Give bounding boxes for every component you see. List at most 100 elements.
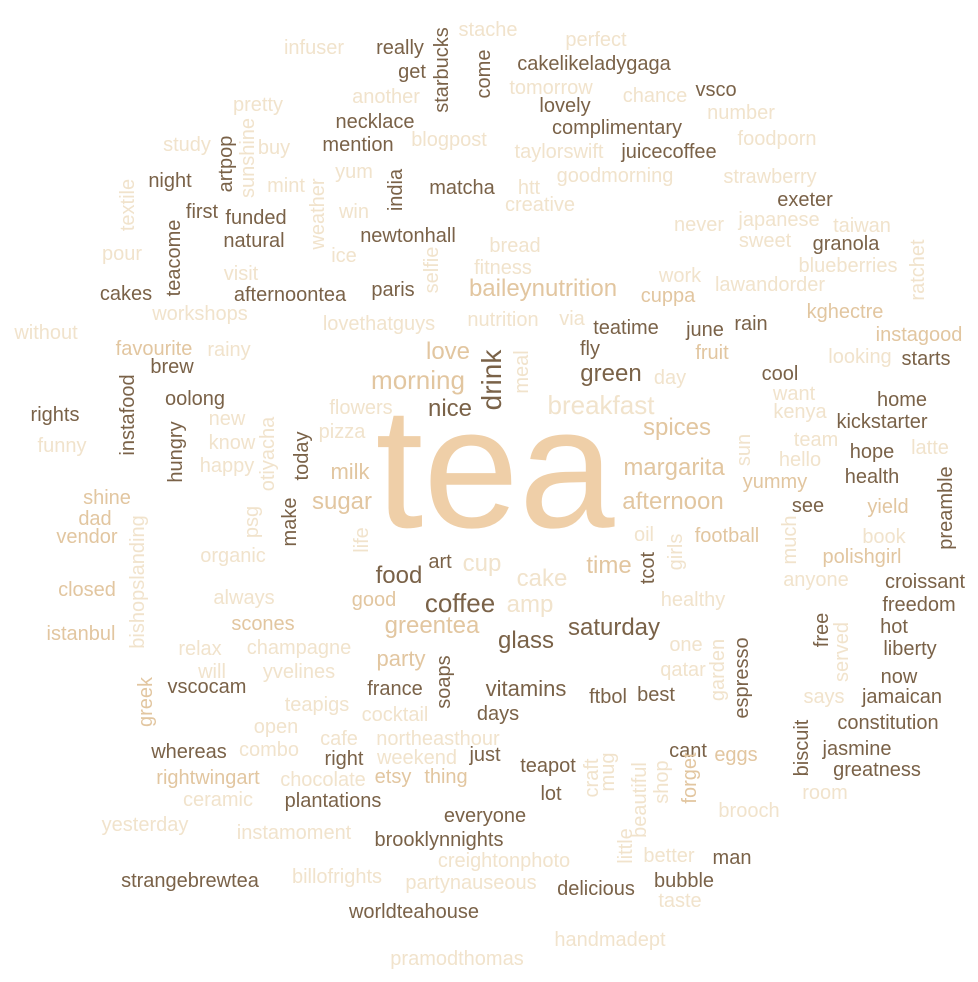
word: cocktail: [361, 704, 429, 726]
word: rightwingart: [156, 767, 260, 789]
word: cup: [462, 550, 502, 577]
word: love: [425, 338, 471, 365]
word: polishgirl: [822, 546, 902, 568]
word: teacome: [163, 219, 185, 297]
word: starbucks: [431, 27, 453, 113]
word: cakes: [99, 283, 153, 305]
word: ftbol: [589, 686, 627, 708]
word: coffee: [424, 588, 496, 618]
word: weekend: [376, 747, 458, 769]
word: best: [637, 684, 675, 706]
word: cuppa: [640, 285, 696, 307]
word: food: [375, 562, 423, 589]
word: green: [580, 360, 642, 387]
word: pour: [101, 243, 143, 265]
word: hope: [849, 441, 895, 463]
word: looking: [828, 346, 892, 368]
word: starts: [901, 348, 951, 370]
word: weather: [307, 178, 329, 250]
word: psg: [241, 505, 263, 539]
word: cafe: [320, 728, 358, 750]
word: sugar: [311, 488, 373, 515]
word: hello: [778, 449, 822, 471]
word: otiyacha: [257, 416, 279, 492]
word: taylorswift: [514, 141, 604, 163]
word: delicious: [557, 878, 635, 900]
word: cant: [669, 740, 707, 762]
word: chocolate: [280, 769, 366, 791]
word: ratchet: [907, 239, 929, 301]
word: mention: [322, 134, 394, 156]
word: right: [324, 748, 364, 770]
word: get: [398, 61, 426, 83]
word: make: [279, 497, 301, 547]
word: billofrights: [291, 866, 383, 888]
word: cakelikeladygaga: [517, 53, 671, 75]
word: pramodthomas: [390, 948, 524, 970]
word: teapigs: [284, 694, 350, 716]
word: lawandorder: [714, 274, 826, 296]
word: workshops: [152, 303, 248, 325]
word: just: [469, 744, 501, 766]
word: amp: [506, 591, 554, 618]
word: june: [686, 319, 724, 341]
word: kghectre: [806, 301, 884, 323]
word: tomorrow: [509, 77, 593, 99]
word: good: [351, 589, 397, 611]
word: morning: [371, 365, 465, 395]
word: fruit: [695, 342, 729, 364]
word: worldteahouse: [348, 901, 480, 923]
word: lot: [540, 783, 562, 805]
word: juicecoffee: [621, 141, 717, 163]
word: never: [673, 214, 725, 236]
word: northeasthour: [376, 728, 500, 750]
word: cool: [761, 363, 799, 385]
word: funny: [37, 435, 87, 457]
word: paris: [371, 279, 415, 301]
word: glass: [497, 627, 555, 654]
word: granola: [812, 233, 880, 255]
word: better: [643, 845, 695, 867]
word: everyone: [443, 805, 527, 827]
word: brew: [150, 356, 194, 378]
word: handmadept: [554, 929, 666, 951]
word: instagood: [875, 324, 963, 346]
word: jamaican: [861, 686, 943, 708]
word: preamble: [935, 466, 957, 550]
word: vscocam: [167, 676, 247, 698]
word: espresso: [731, 637, 753, 719]
word: today: [291, 431, 313, 481]
word: spices: [642, 414, 712, 441]
word: creightonphoto: [437, 850, 571, 872]
word: home: [876, 389, 928, 411]
word: saturday: [567, 614, 661, 641]
word: rainy: [207, 339, 251, 361]
word: shop: [651, 760, 673, 804]
word: instafood: [117, 374, 139, 456]
word: fly: [580, 338, 600, 360]
word: etsy: [374, 766, 412, 788]
word: matcha: [429, 177, 495, 199]
word: stache: [458, 19, 518, 41]
word: oil: [633, 524, 655, 546]
word: artpop: [215, 135, 237, 193]
word: time: [586, 552, 632, 579]
word: ice: [331, 245, 357, 267]
word: soaps: [433, 655, 455, 709]
word: sun: [733, 433, 755, 467]
word: study: [163, 134, 211, 156]
word: rain: [734, 313, 768, 335]
word: bread: [489, 235, 541, 257]
word: fitness: [474, 257, 532, 279]
word: football: [694, 525, 760, 547]
word: served: [831, 621, 853, 683]
word: one: [669, 634, 703, 656]
word: now: [880, 666, 918, 688]
word: baileynutrition: [468, 275, 618, 302]
word: newtonhall: [360, 225, 456, 247]
word: girls: [665, 533, 687, 571]
word: combo: [238, 739, 300, 761]
word: foodporn: [737, 128, 817, 150]
word: istanbul: [46, 623, 116, 645]
